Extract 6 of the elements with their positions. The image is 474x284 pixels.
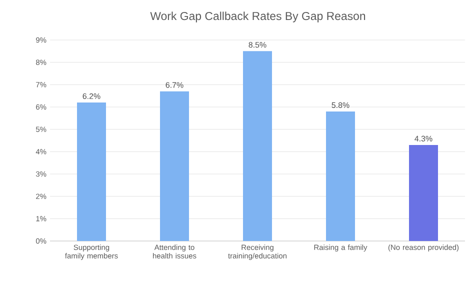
bar — [77, 102, 106, 241]
bar — [326, 111, 355, 241]
chart-title: Work Gap Callback Rates By Gap Reason — [150, 12, 366, 22]
bar — [243, 51, 272, 241]
bar — [160, 91, 189, 241]
bar — [409, 144, 438, 241]
